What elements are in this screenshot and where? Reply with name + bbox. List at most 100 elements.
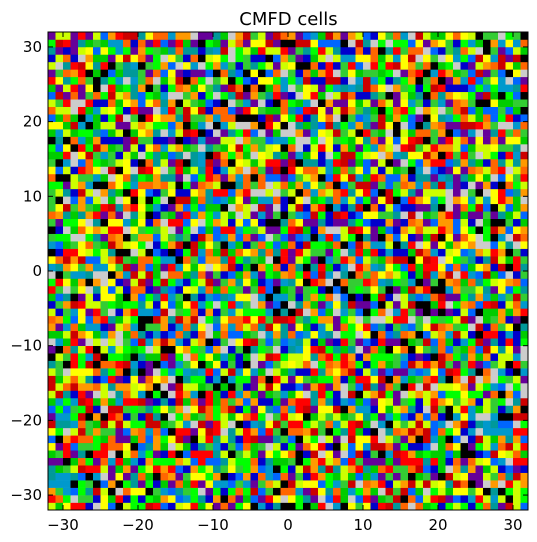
y-tick-label: 0 [32, 262, 42, 280]
heatmap-cell [190, 241, 199, 249]
heatmap-cell [408, 480, 416, 488]
heatmap-cell [430, 502, 439, 511]
heatmap-cell [445, 457, 454, 466]
heatmap-cell [55, 256, 64, 264]
heatmap-cell [295, 412, 304, 421]
heatmap-cell [415, 300, 424, 309]
heatmap-cell [348, 61, 356, 70]
heatmap-cell [430, 323, 439, 332]
heatmap-cell [460, 256, 469, 264]
heatmap-cell [168, 211, 176, 220]
heatmap-cell [453, 151, 461, 160]
heatmap-cell [280, 256, 289, 264]
heatmap-cell [378, 39, 386, 48]
heatmap-cell [160, 427, 169, 436]
heatmap-cell [175, 495, 184, 503]
heatmap-cell [190, 502, 199, 511]
heatmap-cell [153, 495, 161, 503]
heatmap-cell [490, 375, 499, 384]
heatmap-cell [475, 495, 484, 503]
heatmap-cell [423, 129, 431, 137]
heatmap-cell [408, 390, 416, 399]
heatmap-cell [288, 233, 296, 242]
heatmap-cell [123, 121, 131, 130]
heatmap-cell [220, 256, 229, 264]
heatmap-cell [490, 353, 499, 361]
heatmap-cell [385, 375, 394, 384]
heatmap-cell [505, 368, 514, 376]
heatmap-cell [453, 420, 461, 429]
heatmap-cell [400, 405, 409, 414]
heatmap-cell [258, 211, 266, 220]
heatmap-cell [130, 390, 139, 399]
heatmap-cell [183, 397, 191, 406]
heatmap-cell [168, 173, 176, 182]
heatmap-cell [108, 450, 116, 459]
heatmap-cell [190, 248, 199, 257]
heatmap-cell [423, 330, 431, 339]
heatmap-cell [438, 300, 446, 309]
heatmap-cell [355, 480, 364, 488]
heatmap-cell [48, 308, 56, 317]
heatmap-cell [205, 502, 214, 511]
heatmap-cell [265, 285, 274, 294]
heatmap-cell [400, 106, 409, 115]
heatmap-cell [348, 181, 356, 190]
heatmap-cell [265, 54, 274, 63]
heatmap-cell [243, 405, 251, 414]
heatmap-cell [370, 330, 379, 339]
heatmap-cell [483, 465, 491, 473]
heatmap-cell [408, 106, 416, 115]
heatmap-cell [85, 233, 94, 242]
heatmap-cell [55, 338, 64, 346]
heatmap-cell [160, 99, 169, 107]
heatmap-cell [160, 91, 169, 100]
heatmap-cell [475, 99, 484, 107]
heatmap-cell [258, 397, 266, 406]
heatmap-cell [340, 383, 349, 391]
heatmap-cell [438, 121, 446, 130]
heatmap-cell [93, 241, 101, 249]
heatmap-cell [265, 480, 274, 488]
heatmap-cell [415, 285, 424, 294]
heatmap-cell [48, 54, 56, 63]
heatmap-cell [378, 218, 386, 227]
heatmap-cell [400, 323, 409, 332]
heatmap-cell [145, 46, 154, 55]
heatmap-cell [453, 181, 461, 190]
heatmap-cell [190, 465, 199, 473]
heatmap-cell [423, 412, 431, 421]
heatmap-cell [378, 76, 386, 85]
heatmap-cell [340, 308, 349, 317]
heatmap-cell [310, 465, 319, 473]
heatmap-cell [370, 226, 379, 234]
heatmap-cell [475, 427, 484, 436]
heatmap-cell [115, 226, 124, 234]
heatmap-cell [490, 129, 499, 137]
heatmap-cell [220, 345, 229, 354]
heatmap-cell [235, 368, 244, 376]
heatmap-cell [100, 173, 109, 182]
heatmap-cell [333, 285, 341, 294]
heatmap-cell [153, 338, 161, 346]
heatmap-cell [520, 211, 529, 220]
heatmap-cell [145, 487, 154, 496]
heatmap-cell [190, 76, 199, 85]
heatmap-cell [108, 300, 116, 309]
heatmap-cell [145, 181, 154, 190]
heatmap-cell [348, 46, 356, 55]
heatmap-cell [505, 76, 514, 85]
heatmap-cell [235, 39, 244, 48]
heatmap-cell [108, 495, 116, 503]
heatmap-cell [235, 308, 244, 317]
heatmap-cell [348, 173, 356, 182]
heatmap-cell [318, 397, 326, 406]
heatmap-cell [430, 39, 439, 48]
heatmap-cell [303, 188, 311, 197]
heatmap-cell [273, 420, 281, 429]
heatmap-cell [505, 360, 514, 369]
heatmap-cell [393, 442, 401, 451]
heatmap-cell [70, 412, 79, 421]
heatmap-cell [145, 76, 154, 85]
heatmap-cell [220, 181, 229, 190]
